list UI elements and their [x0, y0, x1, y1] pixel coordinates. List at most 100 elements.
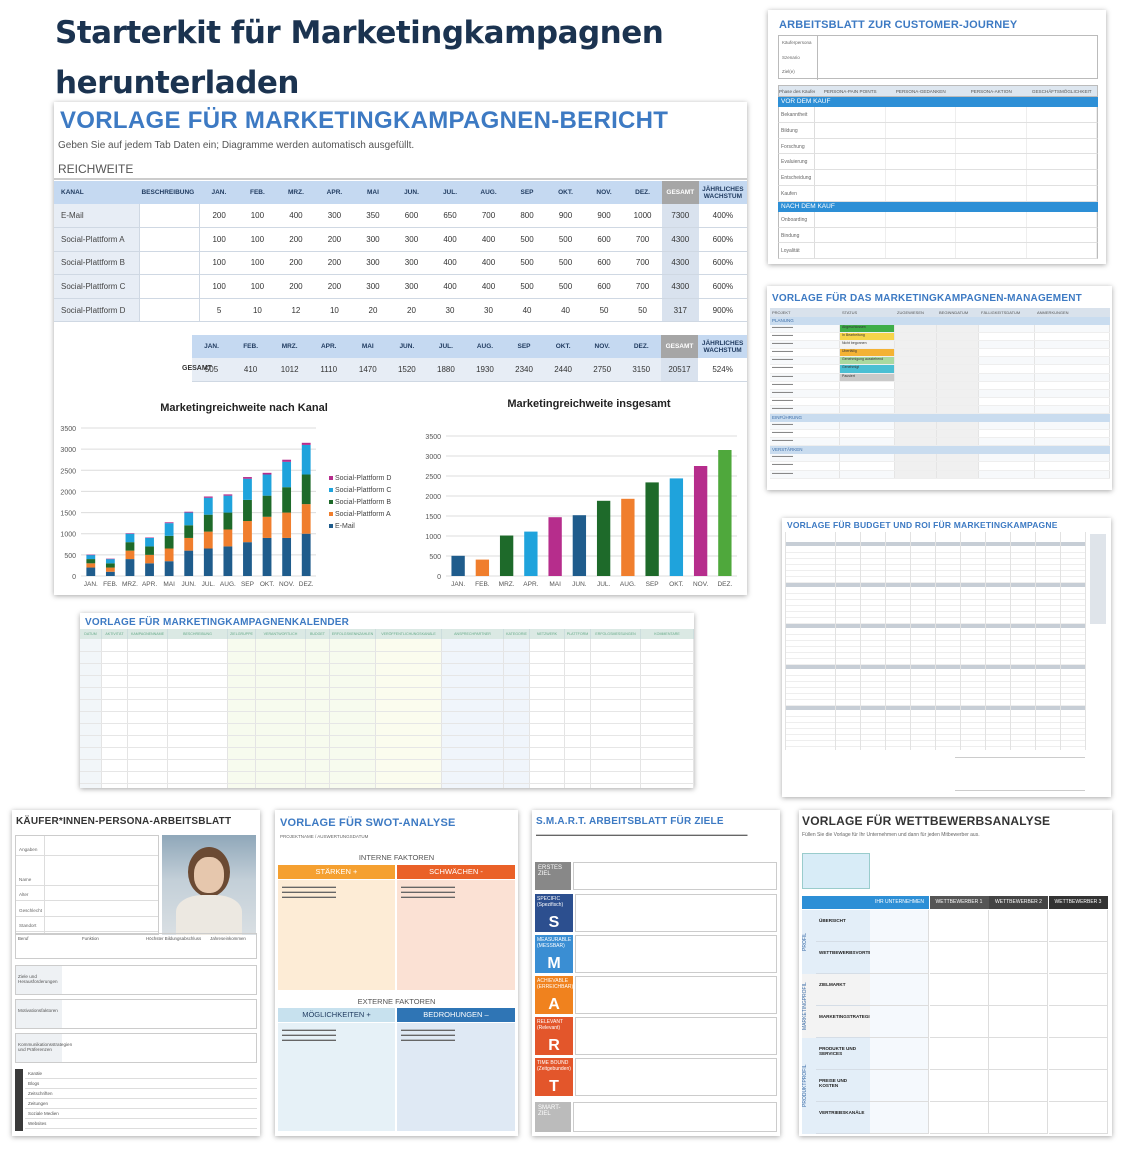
value-cell[interactable]: 50	[584, 298, 624, 323]
comp-cell[interactable]	[929, 1102, 989, 1134]
value-cell[interactable]: 300	[353, 274, 393, 299]
journey-cell[interactable]	[886, 107, 956, 122]
journey-cell[interactable]	[956, 243, 1027, 259]
management-row[interactable]: ▬▬▬▬▬▬ In Bearbeitung	[770, 333, 1110, 342]
channel-row[interactable]: Zeitungen	[25, 1099, 257, 1109]
persona-block[interactable]: Kommunikationsstrategien und Präferenzen	[15, 1033, 257, 1063]
comp-cell[interactable]	[1048, 1102, 1108, 1134]
management-cell[interactable]	[1035, 357, 1110, 365]
management-cell[interactable]	[895, 357, 937, 365]
management-cell[interactable]: In Bearbeitung	[840, 333, 895, 341]
management-cell[interactable]	[895, 470, 937, 478]
value-cell[interactable]: 200	[315, 251, 354, 276]
channel-row[interactable]: Blogs	[25, 1079, 257, 1089]
value-cell[interactable]: 10	[315, 298, 354, 323]
management-cell[interactable]	[840, 422, 895, 430]
journey-cell[interactable]	[886, 122, 956, 138]
journey-cell[interactable]	[815, 122, 886, 138]
value-cell[interactable]: 800	[507, 204, 547, 229]
management-cell[interactable]	[1035, 462, 1110, 470]
value-cell[interactable]: 300	[392, 274, 431, 299]
journey-row[interactable]: Kaufen	[778, 185, 1098, 202]
comp-cell[interactable]	[870, 1102, 929, 1134]
comp-cell[interactable]	[989, 1070, 1048, 1102]
value-cell[interactable]: 500	[507, 251, 547, 276]
value-cell[interactable]: 500	[546, 227, 585, 252]
report-template-card[interactable]: VORLAGE FÜR MARKETINGKAMPAGNEN-BERICHT G…	[54, 102, 747, 595]
journey-cell[interactable]	[815, 185, 886, 201]
description-cell[interactable]	[138, 274, 201, 299]
journey-cell[interactable]	[886, 154, 956, 170]
management-cell[interactable]	[937, 397, 979, 405]
journey-cell[interactable]	[1027, 185, 1097, 201]
management-cell[interactable]	[937, 325, 979, 333]
value-cell[interactable]: 100	[238, 204, 277, 229]
calendar-column[interactable]	[641, 639, 694, 788]
management-row[interactable]: ▬▬▬▬▬▬	[770, 430, 1110, 439]
management-cell[interactable]	[979, 381, 1035, 389]
journey-cell[interactable]	[1027, 211, 1097, 227]
value-cell[interactable]: 600	[584, 251, 624, 276]
management-cell[interactable]	[840, 405, 895, 414]
comp-cell[interactable]	[1048, 910, 1108, 942]
calendar-column[interactable]	[168, 639, 228, 788]
management-cell[interactable]	[979, 470, 1035, 478]
comp-cell[interactable]	[870, 1070, 929, 1102]
comp-cell[interactable]	[929, 1006, 989, 1038]
value-cell[interactable]: 1000	[623, 204, 662, 229]
value-cell[interactable]: 20	[353, 298, 393, 323]
smart-row-input[interactable]	[575, 935, 777, 973]
management-cell[interactable]: ▬▬▬▬▬▬	[770, 389, 840, 397]
journey-row[interactable]: Forschung	[778, 138, 1098, 155]
persona-field-line[interactable]	[16, 855, 158, 856]
comp-cell[interactable]	[989, 942, 1048, 974]
management-cell[interactable]: ▬▬▬▬▬▬	[770, 381, 840, 389]
comp-cell[interactable]	[870, 1006, 929, 1038]
value-cell[interactable]: 700	[623, 227, 662, 252]
value-cell[interactable]: 400	[276, 204, 316, 229]
value-cell[interactable]: 100	[199, 227, 239, 252]
management-cell[interactable]	[840, 397, 895, 405]
calendar-column[interactable]	[530, 639, 565, 788]
value-cell[interactable]: 600	[584, 274, 624, 299]
management-row[interactable]: ▬▬▬▬▬▬ Pausiert	[770, 373, 1110, 382]
description-cell[interactable]	[138, 251, 201, 276]
persona-card[interactable]: KÄUFER*INNEN-PERSONA-ARBEITSBLATT Angabe…	[12, 810, 260, 1136]
calendar-column[interactable]	[565, 639, 591, 788]
management-cell[interactable]	[979, 365, 1035, 373]
calendar-column[interactable]	[228, 639, 256, 788]
management-cell[interactable]	[895, 349, 937, 357]
comp-cell[interactable]	[870, 1038, 929, 1070]
management-cell[interactable]	[895, 405, 937, 414]
management-cell[interactable]	[979, 438, 1035, 446]
management-cell[interactable]	[895, 373, 937, 381]
value-cell[interactable]: 700	[623, 251, 662, 276]
persona-field-line[interactable]	[16, 916, 158, 917]
management-cell[interactable]	[895, 333, 937, 341]
value-cell[interactable]: 600	[392, 204, 431, 229]
management-cell[interactable]: ▬▬▬▬▬▬	[770, 373, 840, 381]
value-cell[interactable]: 30	[430, 298, 470, 323]
management-row[interactable]: ▬▬▬▬▬▬ Nicht begonnen	[770, 341, 1110, 350]
comp-cell[interactable]	[929, 1038, 989, 1070]
management-cell[interactable]	[1035, 405, 1110, 414]
journey-row[interactable]: Bindung	[778, 227, 1098, 244]
management-row[interactable]: ▬▬▬▬▬▬ Genehmigt	[770, 365, 1110, 374]
journey-cell[interactable]	[1027, 170, 1097, 185]
management-cell[interactable]	[840, 462, 895, 470]
value-cell[interactable]: 100	[199, 251, 239, 276]
calendar-column[interactable]	[330, 639, 376, 788]
smart-row-input[interactable]	[575, 1058, 777, 1096]
management-cell[interactable]	[1035, 438, 1110, 446]
management-cell[interactable]: ▬▬▬▬▬▬	[770, 430, 840, 438]
management-cell[interactable]	[937, 349, 979, 357]
management-cell[interactable]	[979, 462, 1035, 470]
management-cell[interactable]	[937, 430, 979, 438]
comp-cell[interactable]	[989, 974, 1048, 1006]
management-row[interactable]: ▬▬▬▬▬▬	[770, 438, 1110, 447]
value-cell[interactable]: 200	[315, 274, 354, 299]
management-cell[interactable]: ▬▬▬▬▬▬	[770, 365, 840, 373]
management-row[interactable]: ▬▬▬▬▬▬ Überfällig	[770, 349, 1110, 358]
management-cell[interactable]	[1035, 381, 1110, 389]
budget-card[interactable]: VORLAGE FÜR BUDGET UND ROI FÜR MARKETING…	[782, 518, 1111, 797]
